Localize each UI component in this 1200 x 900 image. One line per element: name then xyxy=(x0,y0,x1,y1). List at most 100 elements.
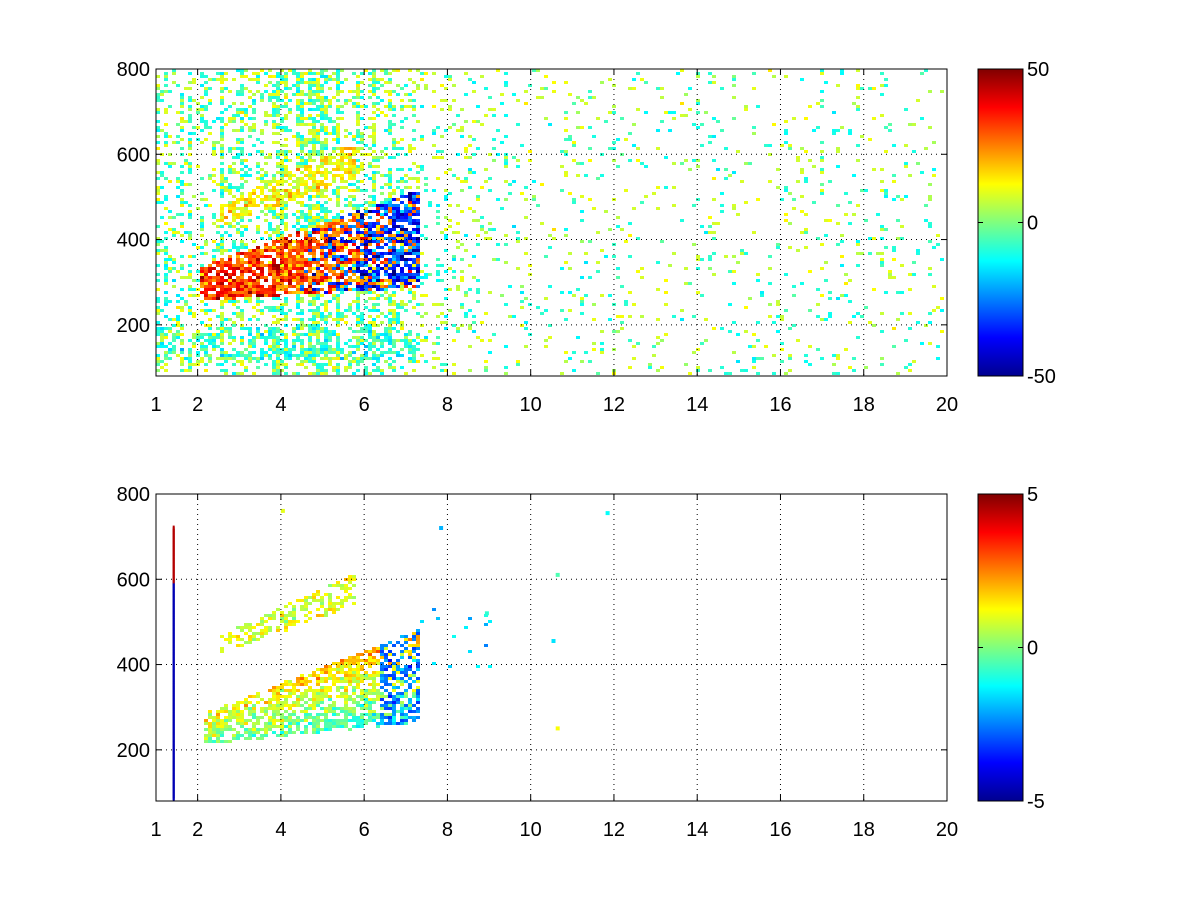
heatmap-cell xyxy=(336,584,340,587)
heatmap-cell xyxy=(476,105,480,108)
heatmap-cell xyxy=(332,225,336,228)
heatmap-cell xyxy=(176,141,180,144)
heatmap-cell xyxy=(292,689,296,692)
heatmap-cell xyxy=(784,372,788,375)
heatmap-cell xyxy=(436,150,440,153)
heatmap-cell xyxy=(160,333,164,336)
heatmap-cell xyxy=(180,117,184,120)
heatmap-cell xyxy=(388,177,392,180)
heatmap-cell xyxy=(368,273,372,276)
heatmap-cell xyxy=(340,261,344,264)
heatmap-cell xyxy=(864,366,868,369)
heatmap-cell xyxy=(316,297,320,300)
heatmap-cell xyxy=(488,351,492,354)
heatmap-cell xyxy=(308,288,312,291)
heatmap-cell xyxy=(360,282,364,285)
heatmap-cell xyxy=(164,111,168,114)
heatmap-cell xyxy=(408,342,412,345)
heatmap-cell xyxy=(284,605,288,608)
heatmap-cell xyxy=(188,138,192,141)
heatmap-cell xyxy=(312,273,316,276)
heatmap-cell xyxy=(268,246,272,249)
heatmap-cell xyxy=(696,198,700,201)
heatmap-cell xyxy=(296,303,300,306)
heatmap-cell xyxy=(272,692,276,695)
heatmap-cell xyxy=(296,195,300,198)
heatmap-cell xyxy=(680,162,684,165)
heatmap-cell xyxy=(316,354,320,357)
heatmap-cell xyxy=(468,168,472,171)
heatmap-cell xyxy=(368,234,372,237)
heatmap-cell xyxy=(232,114,236,117)
heatmap-cell xyxy=(340,348,344,351)
heatmap-cell xyxy=(288,611,292,614)
heatmap-cell xyxy=(204,252,208,255)
heatmap-cell xyxy=(836,372,840,375)
heatmap-cell xyxy=(240,198,244,201)
heatmap-cell xyxy=(276,267,280,270)
heatmap-cell xyxy=(204,87,208,90)
heatmap-cell xyxy=(264,725,268,728)
heatmap-cell xyxy=(292,354,296,357)
heatmap-cell xyxy=(440,321,444,324)
heatmap-cell xyxy=(332,243,336,246)
heatmap-cell xyxy=(296,722,300,725)
heatmap-cell xyxy=(324,369,328,372)
heatmap-cell xyxy=(176,270,180,273)
heatmap-cell xyxy=(612,105,616,108)
heatmap-cell xyxy=(836,165,840,168)
heatmap-cell xyxy=(348,327,352,330)
heatmap-cell xyxy=(312,186,316,189)
heatmap-cell xyxy=(220,135,224,138)
heatmap-cell xyxy=(268,81,272,84)
heatmap-cell xyxy=(500,294,504,297)
heatmap-cell xyxy=(372,150,376,153)
heatmap-cell xyxy=(412,195,416,198)
heatmap-cell xyxy=(204,734,208,737)
heatmap-cell xyxy=(372,270,376,273)
heatmap-cell xyxy=(248,195,252,198)
heatmap-cell xyxy=(340,165,344,168)
heatmap-cell xyxy=(276,126,280,129)
heatmap-cell xyxy=(408,339,412,342)
heatmap-cell xyxy=(320,698,324,701)
heatmap-cell xyxy=(336,117,340,120)
heatmap-cell xyxy=(336,602,340,605)
heatmap-cell xyxy=(388,279,392,282)
heatmap-cell xyxy=(524,252,528,255)
heatmap-cell xyxy=(364,306,368,309)
heatmap-cell xyxy=(264,701,268,704)
heatmap-cell xyxy=(296,105,300,108)
heatmap-cell xyxy=(372,105,376,108)
heatmap-cell xyxy=(340,267,344,270)
heatmap-cell xyxy=(432,342,436,345)
heatmap-cell xyxy=(708,255,712,258)
heatmap-cell xyxy=(296,78,300,81)
heatmap-cell xyxy=(324,117,328,120)
heatmap-cell xyxy=(232,117,236,120)
heatmap-cell xyxy=(544,117,548,120)
heatmap-cell xyxy=(312,219,316,222)
heatmap-cell xyxy=(232,171,236,174)
heatmap-cell xyxy=(220,348,224,351)
heatmap-cell xyxy=(284,252,288,255)
heatmap-cell xyxy=(332,249,336,252)
heatmap-cell xyxy=(804,150,808,153)
heatmap-cell xyxy=(344,596,348,599)
heatmap-cell xyxy=(188,276,192,279)
heatmap-cell xyxy=(248,174,252,177)
heatmap-cell xyxy=(156,243,160,246)
heatmap-cell xyxy=(880,228,884,231)
heatmap-cell xyxy=(504,345,508,348)
heatmap-cell xyxy=(236,635,240,638)
heatmap-cell xyxy=(324,108,328,111)
heatmap-cell xyxy=(388,108,392,111)
heatmap-cell xyxy=(788,246,792,249)
heatmap-cell xyxy=(404,207,408,210)
heatmap-cell xyxy=(580,99,584,102)
heatmap-cell xyxy=(340,722,344,725)
heatmap-cell xyxy=(352,153,356,156)
heatmap-cell xyxy=(312,195,316,198)
heatmap-cell xyxy=(360,72,364,75)
heatmap-cell xyxy=(332,216,336,219)
